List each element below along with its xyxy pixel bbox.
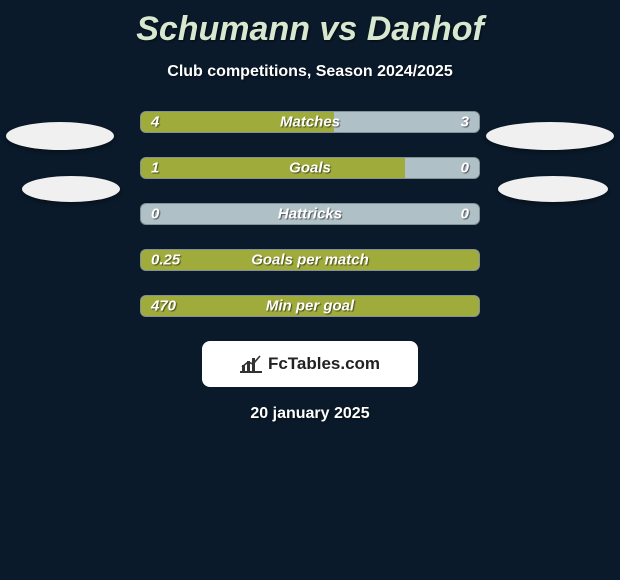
decorative-ellipse bbox=[498, 176, 608, 202]
bar-fill-right bbox=[334, 112, 479, 132]
logo-text: FcTables.com bbox=[268, 354, 380, 374]
chart-icon bbox=[240, 355, 262, 373]
decorative-ellipse bbox=[22, 176, 120, 202]
stat-label: Goals bbox=[289, 160, 331, 177]
bar-fill-left bbox=[141, 158, 405, 178]
stat-row: 0 0 Hattricks bbox=[0, 203, 620, 225]
stat-label: Hattricks bbox=[278, 206, 342, 223]
stat-label: Min per goal bbox=[266, 298, 354, 315]
right-value: 0 bbox=[461, 160, 469, 177]
left-value: 4 bbox=[151, 114, 159, 131]
right-value: 0 bbox=[461, 206, 469, 223]
subtitle: Club competitions, Season 2024/2025 bbox=[0, 63, 620, 81]
bar-track: 470 Min per goal bbox=[140, 295, 480, 317]
bar-track: 4 3 Matches bbox=[140, 111, 480, 133]
stat-row: 0.25 Goals per match bbox=[0, 249, 620, 271]
date-label: 20 january 2025 bbox=[0, 405, 620, 423]
stat-label: Matches bbox=[280, 114, 340, 131]
decorative-ellipse bbox=[6, 122, 114, 150]
left-value: 0.25 bbox=[151, 252, 180, 269]
bar-track: 0.25 Goals per match bbox=[140, 249, 480, 271]
bar-track: 0 0 Hattricks bbox=[140, 203, 480, 225]
right-value: 3 bbox=[461, 114, 469, 131]
page-title: Schumann vs Danhof bbox=[0, 0, 620, 49]
stat-row: 470 Min per goal bbox=[0, 295, 620, 317]
stat-label: Goals per match bbox=[251, 252, 369, 269]
logo-box: FcTables.com bbox=[202, 341, 418, 387]
left-value: 0 bbox=[151, 206, 159, 223]
decorative-ellipse bbox=[486, 122, 614, 150]
stat-row: 1 0 Goals bbox=[0, 157, 620, 179]
left-value: 1 bbox=[151, 160, 159, 177]
left-value: 470 bbox=[151, 298, 176, 315]
bar-track: 1 0 Goals bbox=[140, 157, 480, 179]
